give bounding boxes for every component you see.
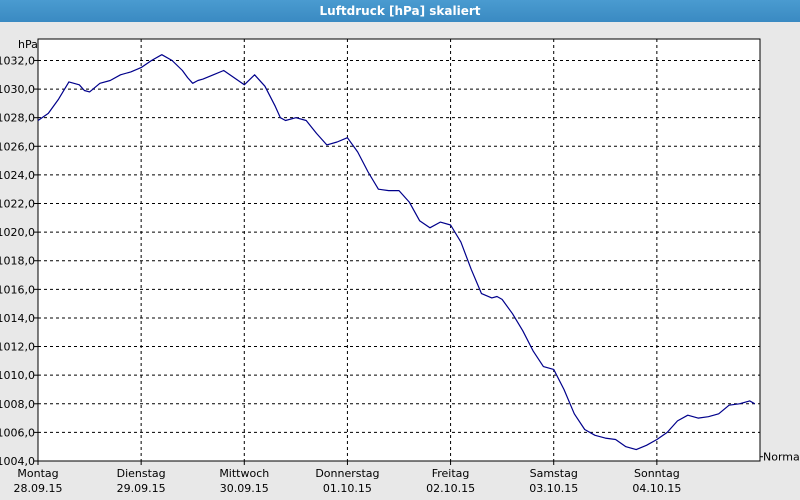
plot-area xyxy=(37,38,761,462)
y-tick-label: 1032,0 xyxy=(0,54,35,67)
y-tick-label: 1022,0 xyxy=(0,198,35,211)
x-tick-date-label: 02.10.15 xyxy=(426,482,475,495)
x-tick-day-label: Dienstag xyxy=(117,467,166,480)
x-tick-date-label: 03.10.15 xyxy=(529,482,578,495)
y-tick-label: 1028,0 xyxy=(0,112,35,125)
chart-title: Luftdruck [hPa] skaliert xyxy=(0,0,800,22)
x-tick-day-label: Freitag xyxy=(432,467,470,480)
y-axis-unit-label: hPa xyxy=(18,38,38,51)
y-tick-label: 1016,0 xyxy=(0,283,35,296)
y-tick-label: 1006,0 xyxy=(0,426,35,439)
x-tick-date-label: 28.09.15 xyxy=(14,482,63,495)
pressure-series-line xyxy=(37,54,756,451)
x-tick-day-label: Samstag xyxy=(530,467,578,480)
x-tick-day-label: Donnerstag xyxy=(315,467,379,480)
x-tick-date-label: 01.10.15 xyxy=(323,482,372,495)
y-tick-label: 1012,0 xyxy=(0,341,35,354)
pressure-chart: hPa 1004,0 1006,0 1008,0 1010,0 1012,0 1014,0… xyxy=(0,38,800,495)
y-tick-label: 1030,0 xyxy=(0,83,35,96)
x-tick-date-label: 29.09.15 xyxy=(117,482,166,495)
normal-label: Normal xyxy=(763,451,800,464)
x-tick-day-label: Mittwoch xyxy=(219,467,269,480)
x-tick-date-label: 04.10.15 xyxy=(632,482,681,495)
y-tick-label: 1014,0 xyxy=(0,312,35,325)
y-tick-label: 1010,0 xyxy=(0,369,35,382)
y-tick-label: 1004,0 xyxy=(0,455,35,468)
x-tick-date-label: 30.09.15 xyxy=(220,482,269,495)
y-tick-label: 1008,0 xyxy=(0,398,35,411)
y-tick-label: 1024,0 xyxy=(0,169,35,182)
x-tick-day-label: Sonntag xyxy=(634,467,680,480)
y-tick-label: 1026,0 xyxy=(0,140,35,153)
y-tick-label: 1020,0 xyxy=(0,226,35,239)
chart-area: hPa 1004,0 1006,0 1008,0 1010,0 1012,0 1014,0… xyxy=(0,22,800,500)
y-tick-label: 1018,0 xyxy=(0,255,35,268)
x-tick-day-label: Montag xyxy=(17,467,58,480)
